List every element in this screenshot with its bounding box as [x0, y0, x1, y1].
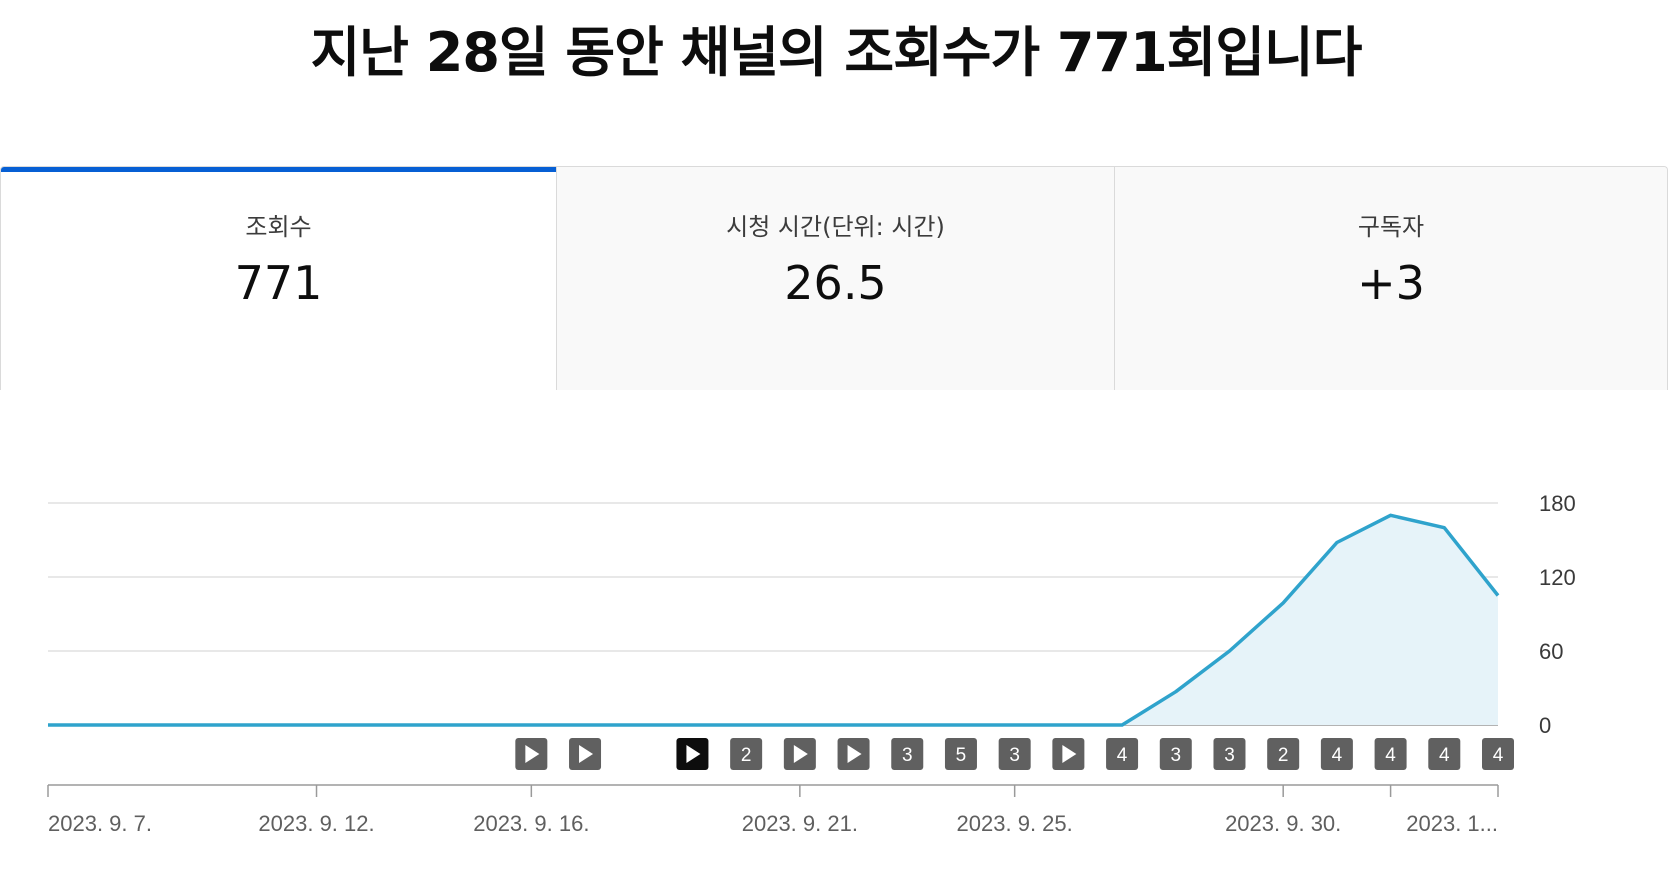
upload-count-label: 4: [1493, 745, 1504, 766]
tab-views-value: 771: [1, 256, 556, 310]
x-tick-label: 2023. 9. 16.: [473, 811, 589, 836]
upload-count-label: 4: [1332, 745, 1343, 766]
page-title: 지난 28일 동안 채널의 조회수가 771회입니다: [0, 8, 1672, 87]
x-tick-label: 2023. 9. 25.: [957, 811, 1073, 836]
x-tick-label: 2023. 9. 12.: [258, 811, 374, 836]
upload-count-label: 3: [902, 745, 913, 766]
upload-count-label: 4: [1439, 745, 1450, 766]
x-tick-label: 2023. 1...: [1406, 811, 1498, 836]
views-chart: 0 60 120 180 2 3 5 3 4 3 3 2 4 4 4 4 2023. 9. 7. 2023. 9.…: [0, 390, 1672, 876]
x-tick-label: 2023. 9. 21.: [742, 811, 858, 836]
tab-views-label: 조회수: [1, 207, 556, 242]
tab-subscribers-label: 구독자: [1115, 207, 1667, 242]
y-tick-label: 120: [1539, 565, 1576, 590]
tab-watch-time-value: 26.5: [557, 256, 1114, 310]
metric-tabs: 조회수 771 시청 시간(단위: 시간) 26.5 구독자 +3: [0, 166, 1668, 390]
series-area: [48, 515, 1498, 725]
tab-watch-time[interactable]: 시청 시간(단위: 시간) 26.5: [556, 167, 1114, 390]
upload-count-label: 2: [1278, 745, 1289, 766]
upload-count-label: 3: [1170, 745, 1181, 766]
tab-subscribers-value: +3: [1115, 256, 1667, 310]
x-tick-label: 2023. 9. 7.: [48, 811, 152, 836]
upload-count-label: 3: [1224, 745, 1235, 766]
upload-count-label: 3: [1009, 745, 1020, 766]
tab-watch-time-label: 시청 시간(단위: 시간): [557, 207, 1114, 242]
y-tick-label: 60: [1539, 639, 1563, 664]
upload-count-label: 4: [1385, 745, 1396, 766]
views-chart-svg: 0 60 120 180 2 3 5 3 4 3 3 2 4 4 4 4 2023. 9. 7. 2023. 9.…: [0, 390, 1672, 876]
y-tick-label: 180: [1539, 491, 1576, 516]
x-tick-label: 2023. 9. 30.: [1225, 811, 1341, 836]
upload-count-label: 4: [1117, 745, 1128, 766]
y-tick-label: 0: [1539, 713, 1551, 738]
upload-count-label: 5: [956, 745, 967, 766]
tab-subscribers[interactable]: 구독자 +3: [1114, 167, 1667, 390]
tab-views[interactable]: 조회수 771: [1, 167, 556, 390]
upload-count-label: 2: [741, 745, 752, 766]
